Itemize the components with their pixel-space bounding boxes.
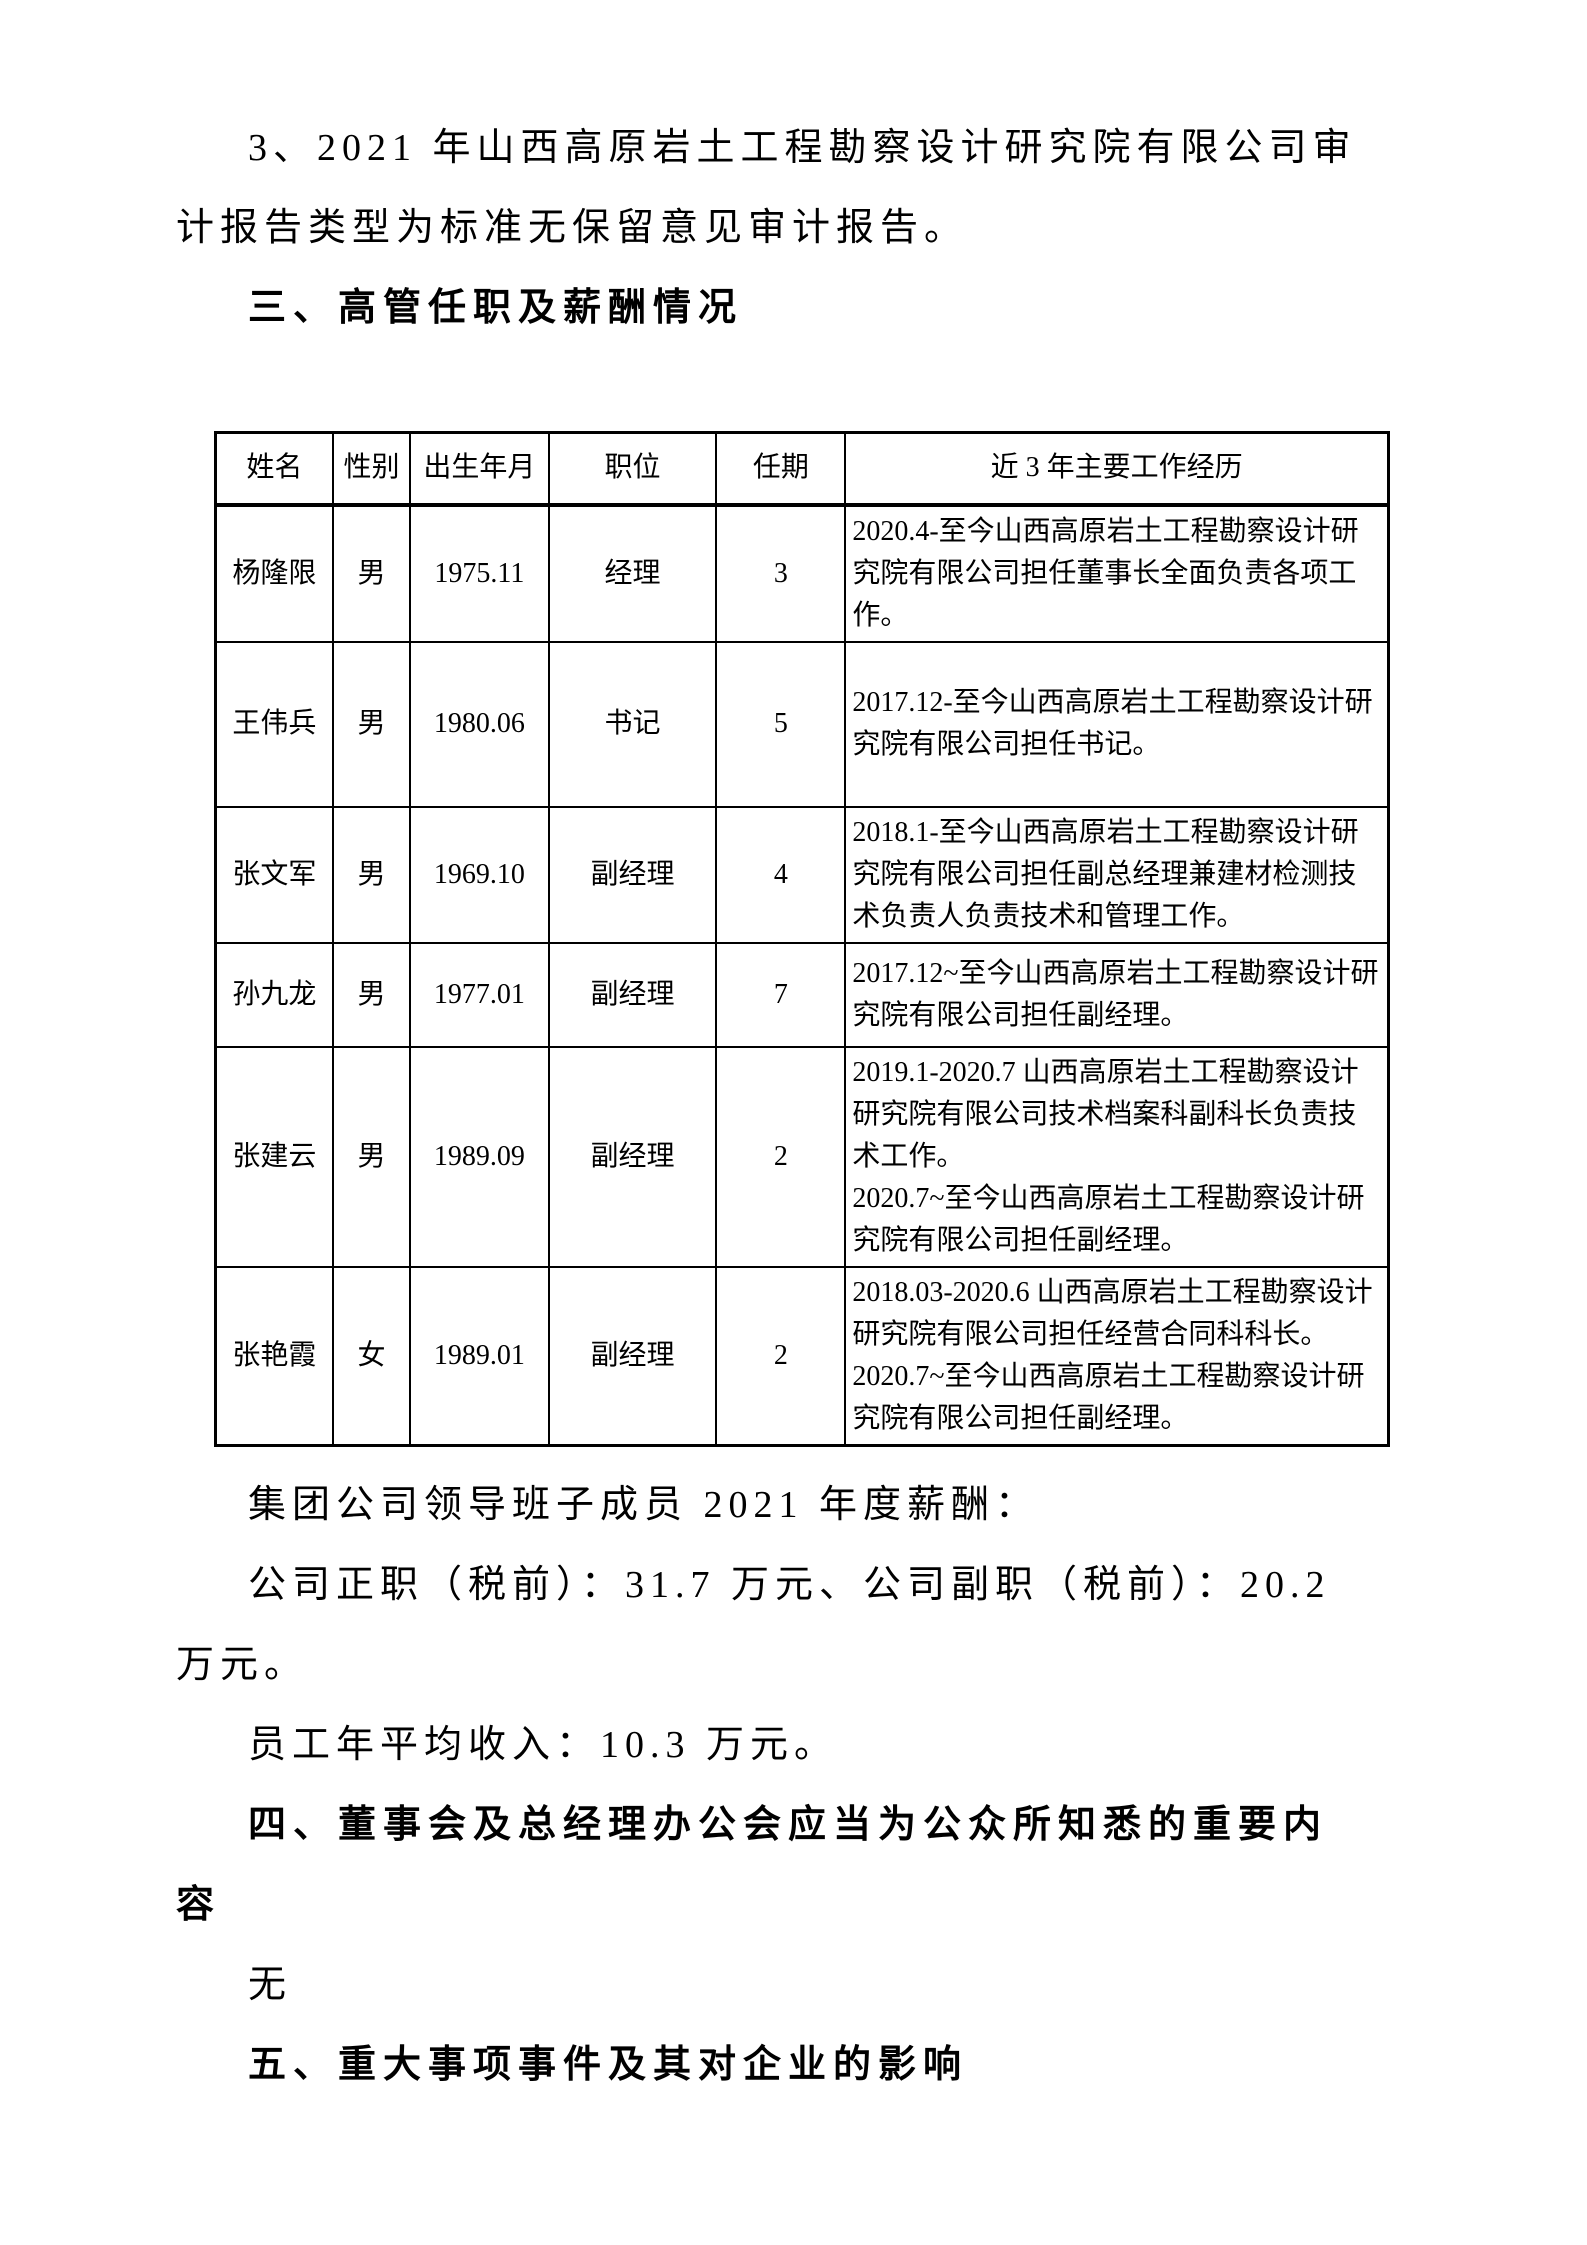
cell-tenure: 5 — [715, 640, 847, 808]
cell-gender: 男 — [331, 805, 412, 944]
cell-gender: 男 — [331, 640, 412, 808]
paragraph-audit-report: 3、2021 年山西高原岩土工程勘察设计研究院有限公司审 计报告类型为标准无保留… — [176, 127, 1357, 249]
cell-gender: 男 — [331, 503, 412, 643]
cell-position: 副经理 — [547, 1265, 718, 1446]
table-row: 张文军 男 1969.10 副经理 4 2018.1-至今山西高原岩土工程勘察设… — [214, 805, 1390, 944]
table-row: 张建云 男 1989.09 副经理 2 2019.1-2020.7 山西高原岩土… — [214, 1045, 1390, 1268]
cell-name: 张建云 — [214, 1045, 334, 1268]
header-birth: 出生年月 — [409, 431, 550, 507]
header-experience: 近 3 年主要工作经历 — [844, 431, 1390, 507]
cell-experience: 2020.4-至今山西高原岩土工程勘察设计研究院有限公司担任董事长全面负责各项工… — [844, 503, 1390, 643]
cell-position: 副经理 — [547, 805, 718, 944]
cell-experience: 2017.12~至今山西高原岩土工程勘察设计研究院有限公司担任副经理。 — [844, 941, 1390, 1048]
cell-position: 副经理 — [547, 1045, 718, 1268]
table-row: 孙九龙 男 1977.01 副经理 7 2017.12~至今山西高原岩土工程勘察… — [214, 941, 1390, 1048]
cell-tenure: 3 — [715, 503, 847, 643]
cell-name: 孙九龙 — [214, 941, 334, 1048]
cell-birth: 1989.09 — [409, 1045, 550, 1268]
cell-gender: 女 — [331, 1265, 412, 1446]
paragraph-salary-average: 员工年平均收入：10.3 万元。 — [248, 1723, 839, 1766]
header-gender: 性别 — [331, 431, 412, 507]
heading-section-4: 四、董事会及总经理办公会应当为公众所知悉的重要内 容 — [176, 1803, 1329, 1926]
cell-position: 经理 — [547, 503, 718, 643]
cell-birth: 1969.10 — [409, 805, 550, 944]
cell-tenure: 4 — [715, 805, 847, 944]
table-row: 张艳霞 女 1989.01 副经理 2 2018.03-2020.6 山西高原岩… — [214, 1265, 1390, 1446]
table-row: 王伟兵 男 1980.06 书记 5 2017.12-至今山西高原岩土工程勘察设… — [214, 640, 1390, 808]
header-tenure: 任期 — [715, 431, 847, 507]
cell-name: 杨隆限 — [214, 503, 334, 643]
cell-tenure: 2 — [715, 1265, 847, 1446]
paragraph-salary-detail: 公司正职（税前）：31.7 万元、公司副职（税前）：20.2 万元。 — [176, 1563, 1331, 1686]
paragraph-section4-none: 无 — [248, 1963, 293, 2006]
cell-experience: 2017.12-至今山西高原岩土工程勘察设计研究院有限公司担任书记。 — [844, 640, 1390, 808]
table-row: 杨隆限 男 1975.11 经理 3 2020.4-至今山西高原岩土工程勘察设计… — [214, 503, 1390, 643]
cell-birth: 1975.11 — [409, 503, 550, 643]
header-name: 姓名 — [214, 431, 334, 507]
cell-name: 张艳霞 — [214, 1265, 334, 1446]
cell-position: 副经理 — [547, 941, 718, 1048]
cell-gender: 男 — [331, 1045, 412, 1268]
table-header-row: 姓名 性别 出生年月 职位 任期 近 3 年主要工作经历 — [214, 431, 1390, 507]
cell-tenure: 2 — [715, 1045, 847, 1268]
executives-table: 姓名 性别 出生年月 职位 任期 近 3 年主要工作经历 杨隆限 男 1975.… — [214, 431, 1390, 1447]
cell-experience: 2019.1-2020.7 山西高原岩土工程勘察设计研究院有限公司技术档案科副科… — [844, 1045, 1390, 1268]
cell-birth: 1989.01 — [409, 1265, 550, 1446]
cell-gender: 男 — [331, 941, 412, 1048]
cell-position: 书记 — [547, 640, 718, 808]
cell-experience: 2018.1-至今山西高原岩土工程勘察设计研究院有限公司担任副总经理兼建材检测技… — [844, 805, 1390, 944]
cell-name: 王伟兵 — [214, 640, 334, 808]
paragraph-salary-intro: 集团公司领导班子成员 2021 年度薪酬： — [248, 1483, 1040, 1526]
heading-section-5: 五、重大事项事件及其对企业的影响 — [248, 2043, 969, 2086]
cell-experience: 2018.03-2020.6 山西高原岩土工程勘察设计研究院有限公司担任经营合同… — [844, 1265, 1390, 1446]
cell-name: 张文军 — [214, 805, 334, 944]
cell-tenure: 7 — [715, 941, 847, 1048]
header-position: 职位 — [547, 431, 718, 507]
cell-birth: 1980.06 — [409, 640, 550, 808]
heading-section-3: 三、高管任职及薪酬情况 — [248, 287, 744, 329]
cell-birth: 1977.01 — [409, 941, 550, 1048]
